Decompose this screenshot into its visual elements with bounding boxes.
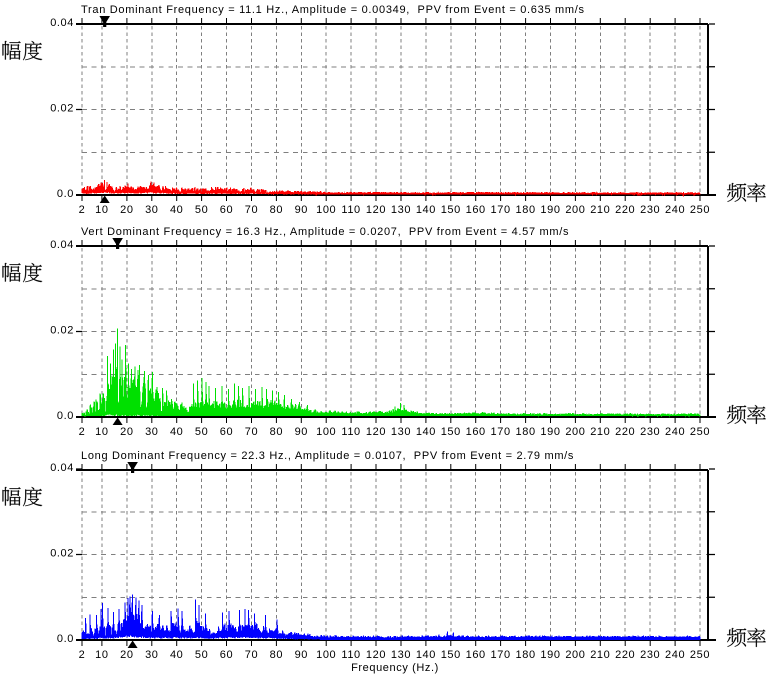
- svg-text:250: 250: [690, 426, 710, 438]
- svg-text:100: 100: [316, 204, 336, 216]
- svg-text:150: 150: [441, 649, 461, 661]
- svg-text:130: 130: [391, 426, 411, 438]
- svg-text:240: 240: [665, 649, 685, 661]
- svg-text:20: 20: [120, 426, 133, 438]
- svg-text:20: 20: [120, 204, 133, 216]
- svg-text:70: 70: [245, 649, 258, 661]
- svg-text:150: 150: [441, 204, 461, 216]
- svg-text:220: 220: [615, 649, 635, 661]
- svg-text:180: 180: [516, 649, 536, 661]
- svg-text:200: 200: [565, 204, 585, 216]
- svg-text:Long Dominant Frequency = 22.3: Long Dominant Frequency = 22.3 Hz., Ampl…: [81, 450, 574, 462]
- svg-text:60: 60: [220, 649, 233, 661]
- svg-text:220: 220: [615, 426, 635, 438]
- svg-text:140: 140: [416, 649, 436, 661]
- svg-text:80: 80: [270, 204, 283, 216]
- svg-text:2: 2: [79, 649, 86, 661]
- svg-text:230: 230: [640, 426, 660, 438]
- svg-text:90: 90: [295, 204, 308, 216]
- svg-text:0.04: 0.04: [50, 17, 74, 29]
- svg-text:2: 2: [79, 204, 86, 216]
- svg-text:70: 70: [245, 426, 258, 438]
- svg-text:220: 220: [615, 204, 635, 216]
- svg-text:Tran Dominant Frequency = 11.1: Tran Dominant Frequency = 11.1 Hz., Ampl…: [81, 4, 585, 16]
- svg-text:140: 140: [416, 426, 436, 438]
- svg-text:30: 30: [145, 204, 158, 216]
- svg-text:250: 250: [690, 649, 710, 661]
- svg-text:210: 210: [590, 204, 610, 216]
- svg-text:240: 240: [665, 204, 685, 216]
- svg-text:120: 120: [366, 204, 386, 216]
- svg-text:160: 160: [466, 649, 486, 661]
- svg-text:70: 70: [245, 204, 258, 216]
- svg-text:180: 180: [516, 204, 536, 216]
- svg-text:0.02: 0.02: [50, 325, 74, 337]
- svg-text:Frequency (Hz.): Frequency (Hz.): [351, 662, 439, 674]
- svg-text:230: 230: [640, 649, 660, 661]
- svg-text:80: 80: [270, 649, 283, 661]
- svg-text:200: 200: [565, 649, 585, 661]
- svg-text:30: 30: [145, 649, 158, 661]
- svg-text:180: 180: [516, 426, 536, 438]
- svg-text:90: 90: [295, 426, 308, 438]
- svg-text:0.04: 0.04: [50, 462, 74, 474]
- svg-text:0.04: 0.04: [50, 239, 74, 251]
- svg-text:190: 190: [540, 426, 560, 438]
- svg-text:60: 60: [220, 426, 233, 438]
- svg-text:110: 110: [341, 426, 360, 438]
- svg-text:150: 150: [441, 426, 461, 438]
- svg-text:200: 200: [565, 426, 585, 438]
- svg-text:80: 80: [270, 426, 283, 438]
- svg-text:160: 160: [466, 426, 486, 438]
- svg-text:50: 50: [195, 649, 208, 661]
- svg-text:90: 90: [295, 649, 308, 661]
- svg-text:30: 30: [145, 426, 158, 438]
- svg-text:0.02: 0.02: [50, 103, 74, 115]
- svg-text:10: 10: [95, 649, 108, 661]
- svg-text:50: 50: [195, 426, 208, 438]
- svg-text:20: 20: [120, 649, 133, 661]
- svg-text:130: 130: [391, 204, 411, 216]
- svg-text:0.02: 0.02: [50, 548, 74, 560]
- svg-text:120: 120: [366, 426, 386, 438]
- svg-text:140: 140: [416, 204, 436, 216]
- svg-text:2: 2: [79, 426, 86, 438]
- svg-text:240: 240: [665, 426, 685, 438]
- svg-text:110: 110: [341, 204, 360, 216]
- svg-text:10: 10: [95, 204, 108, 216]
- svg-text:0.0: 0.0: [57, 633, 74, 645]
- svg-text:160: 160: [466, 204, 486, 216]
- svg-text:50: 50: [195, 204, 208, 216]
- svg-text:190: 190: [540, 649, 560, 661]
- svg-text:230: 230: [640, 204, 660, 216]
- svg-text:0.0: 0.0: [57, 410, 74, 422]
- svg-text:10: 10: [95, 426, 108, 438]
- svg-text:120: 120: [366, 649, 386, 661]
- svg-text:250: 250: [690, 204, 710, 216]
- svg-text:210: 210: [590, 426, 610, 438]
- svg-text:130: 130: [391, 649, 411, 661]
- svg-text:110: 110: [341, 649, 360, 661]
- svg-text:210: 210: [590, 649, 610, 661]
- svg-text:0.0: 0.0: [57, 188, 74, 200]
- svg-text:170: 170: [491, 649, 511, 661]
- svg-text:170: 170: [491, 426, 511, 438]
- svg-text:40: 40: [170, 204, 183, 216]
- svg-text:40: 40: [170, 649, 183, 661]
- svg-text:100: 100: [316, 426, 336, 438]
- svg-text:170: 170: [491, 204, 511, 216]
- svg-text:100: 100: [316, 649, 336, 661]
- svg-text:Vert Dominant Frequency = 16.3: Vert Dominant Frequency = 16.3 Hz., Ampl…: [81, 226, 569, 238]
- svg-text:60: 60: [220, 204, 233, 216]
- svg-text:40: 40: [170, 426, 183, 438]
- svg-text:190: 190: [540, 204, 560, 216]
